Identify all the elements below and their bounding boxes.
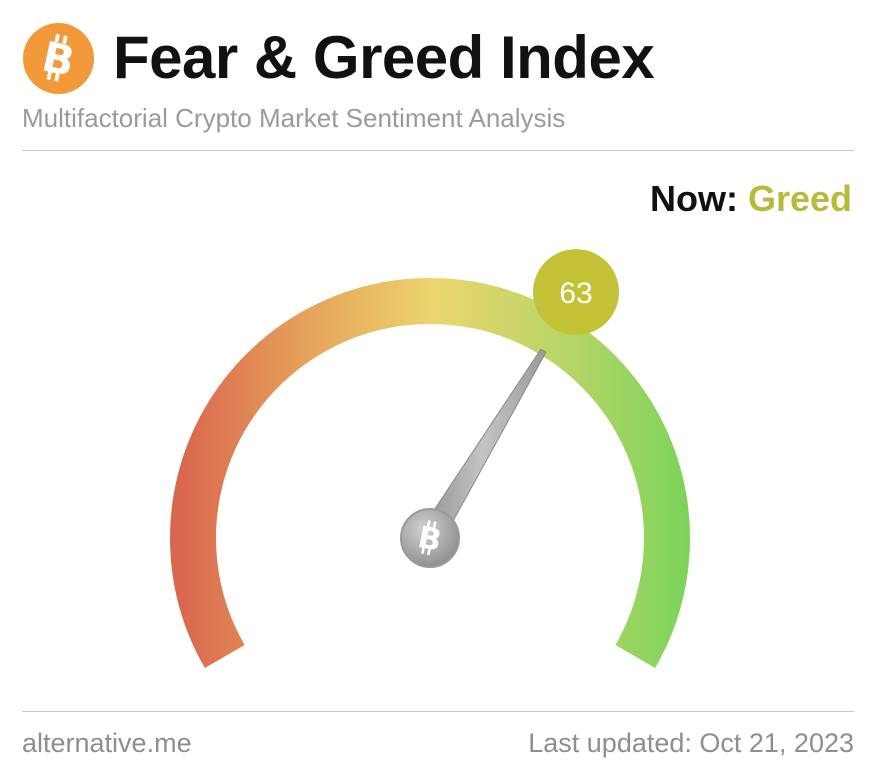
gauge-value: 63 bbox=[559, 277, 592, 310]
source-link[interactable]: alternative.me bbox=[22, 728, 192, 758]
page-subtitle: Multifactorial Crypto Market Sentiment A… bbox=[22, 103, 566, 133]
gauge-arc bbox=[170, 278, 690, 668]
gauge-hub-bitcoin-icon: B bbox=[400, 508, 460, 568]
current-sentiment: Now: Greed bbox=[650, 177, 852, 221]
bitcoin-logo-icon: B bbox=[22, 22, 95, 95]
page-title: Fear & Greed Index bbox=[113, 24, 655, 91]
sentiment-classification: Greed bbox=[747, 178, 852, 219]
now-label: Now: bbox=[649, 178, 738, 219]
value-bubble bbox=[533, 249, 620, 336]
last-updated: Last updated: Oct 21, 2023 bbox=[528, 728, 854, 758]
header-divider bbox=[22, 150, 854, 151]
footer-divider bbox=[22, 711, 854, 712]
